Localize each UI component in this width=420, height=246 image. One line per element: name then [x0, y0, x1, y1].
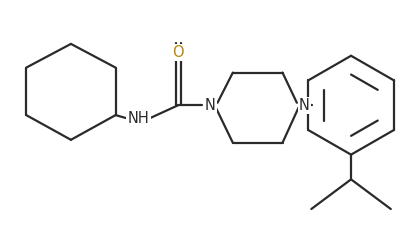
Text: NH: NH	[128, 110, 150, 125]
Text: O: O	[172, 45, 184, 60]
Text: N: N	[299, 98, 310, 113]
Text: N: N	[205, 98, 215, 113]
